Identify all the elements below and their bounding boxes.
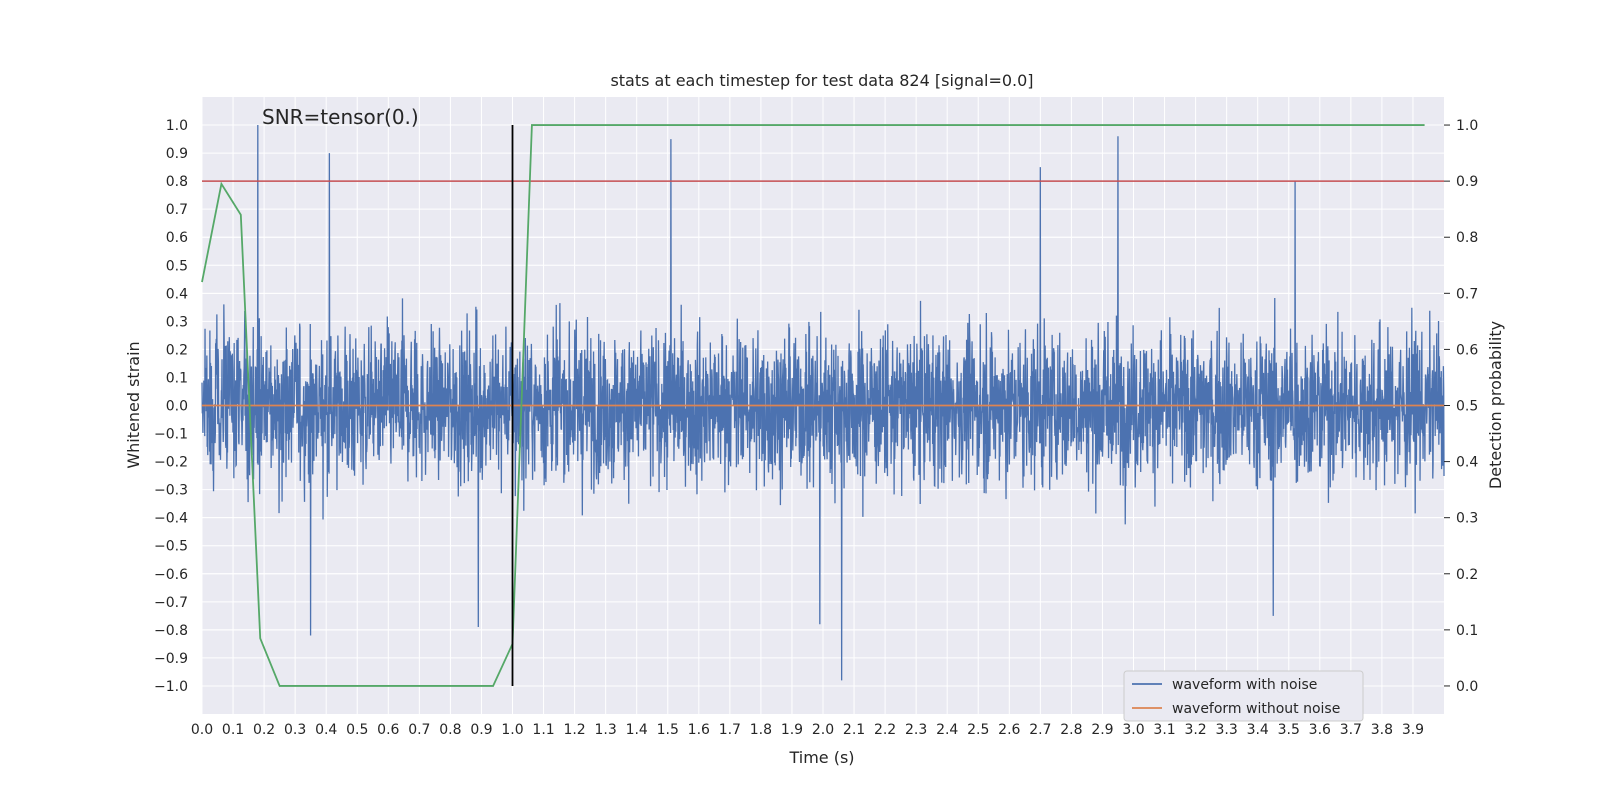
x-tick-label: 1.3 (595, 722, 617, 738)
x-tick-label: 3.5 (1278, 722, 1300, 738)
y-tick-label: 0.5 (166, 258, 188, 274)
y2-axis-label: Detection probability (1486, 321, 1505, 489)
chart-title: stats at each timestep for test data 824… (610, 71, 1033, 90)
y-tick-label: 1.0 (166, 118, 188, 134)
y2-tick-label: 1.0 (1456, 118, 1478, 134)
y-tick-label: −0.2 (154, 455, 188, 471)
x-tick-label: 2.6 (998, 722, 1020, 738)
x-tick-label: 1.2 (563, 722, 585, 738)
y2-tick-label: 0.7 (1456, 286, 1478, 302)
y2-tick-labels: 0.0 0.1 0.2 0.3 0.4 0.5 0.6 0.7 0.8 0.9 1.0 (1444, 118, 1478, 695)
y-tick-label: 0.6 (166, 230, 188, 246)
series-waveform-with-noise (201, 125, 1445, 681)
x-tick-label: 0.5 (346, 722, 368, 738)
x-tick-label: 0.6 (377, 722, 399, 738)
y2-tick-label: 0.0 (1456, 679, 1478, 695)
x-tick-label: 0.9 (470, 722, 492, 738)
x-tick-label: 0.2 (253, 722, 275, 738)
y-tick-label: −0.1 (154, 427, 188, 443)
x-tick-label: 2.8 (1060, 722, 1082, 738)
y2-tick-label: 0.4 (1456, 455, 1478, 471)
y2-tick-label: 0.6 (1456, 342, 1478, 358)
y-tick-label: 0.3 (166, 314, 188, 330)
x-tick-label: 1.7 (719, 722, 741, 738)
legend-label-clean: waveform without noise (1172, 701, 1340, 717)
x-tick-label: 1.9 (781, 722, 803, 738)
y-tick-label: −0.3 (154, 483, 188, 499)
x-tick-label: 1.8 (750, 722, 772, 738)
x-tick-label: 0.8 (439, 722, 461, 738)
y2-tick-label: 0.2 (1456, 567, 1478, 583)
x-tick-label: 2.0 (812, 722, 834, 738)
x-tick-label: 2.4 (936, 722, 958, 738)
x-tick-label: 3.1 (1153, 722, 1175, 738)
x-tick-label: 3.9 (1402, 722, 1424, 738)
y2-tick-label: 0.9 (1456, 174, 1478, 190)
x-tick-labels: 0.0 0.1 0.2 0.3 0.4 0.5 0.6 0.7 0.8 0.9 1.0 1.1 1.2 1… (191, 722, 1424, 738)
x-tick-label: 1.5 (657, 722, 679, 738)
y-tick-label: −0.9 (154, 651, 188, 667)
x-tick-label: 1.0 (501, 722, 523, 738)
y2-tick-label: 0.1 (1456, 623, 1478, 639)
y-tick-label: −0.7 (154, 595, 188, 611)
x-tick-label: 3.3 (1216, 722, 1238, 738)
x-tick-label: 3.2 (1184, 722, 1206, 738)
y-tick-labels: −1.0 −0.9 −0.8 −0.7 −0.6 −0.5 −0.4 −0.3 −0.2 −0.1… (154, 118, 188, 695)
x-tick-label: 0.3 (284, 722, 306, 738)
x-tick-label: 2.9 (1091, 722, 1113, 738)
legend-label-noise: waveform with noise (1172, 677, 1317, 693)
y2-tick-label: 0.8 (1456, 230, 1478, 246)
x-tick-label: 3.8 (1371, 722, 1393, 738)
x-tick-label: 2.3 (905, 722, 927, 738)
y-tick-label: −0.8 (154, 623, 188, 639)
y2-tick-label: 0.5 (1456, 399, 1478, 415)
y-tick-label: −1.0 (154, 679, 188, 695)
y-tick-label: 0.7 (166, 202, 188, 218)
legend-box (1123, 670, 1364, 722)
snr-annotation: SNR=tensor(0.) (262, 105, 419, 129)
x-tick-label: 1.4 (626, 722, 648, 738)
y-tick-label: −0.5 (154, 539, 188, 555)
x-tick-label: 0.7 (408, 722, 430, 738)
x-tick-label: 3.0 (1122, 722, 1144, 738)
y2-tick-label: 0.3 (1456, 511, 1478, 527)
x-tick-label: 3.4 (1247, 722, 1269, 738)
y-tick-label: 0.2 (166, 342, 188, 358)
x-tick-label: 1.1 (532, 722, 554, 738)
x-tick-label: 0.1 (222, 722, 244, 738)
y-tick-label: 0.9 (166, 146, 188, 162)
x-tick-label: 3.7 (1340, 722, 1362, 738)
x-tick-label: 1.6 (688, 722, 710, 738)
x-tick-label: 0.0 (191, 722, 213, 738)
x-tick-label: 2.5 (967, 722, 989, 738)
x-tick-label: 2.7 (1029, 722, 1051, 738)
y-tick-label: −0.6 (154, 567, 188, 583)
series-detection-probability (201, 124, 1425, 687)
x-tick-label: 2.2 (874, 722, 896, 738)
y-tick-label: 0.1 (166, 370, 188, 386)
y-tick-label: −0.4 (154, 511, 188, 527)
x-axis-label: Time (s) (788, 748, 854, 767)
y-tick-label: 0.8 (166, 174, 188, 190)
series-layer (201, 124, 1445, 687)
x-tick-label: 3.6 (1309, 722, 1331, 738)
y-axis-label: Whitened strain (124, 341, 143, 468)
y-tick-label: 0.4 (166, 286, 188, 302)
x-tick-label: 0.4 (315, 722, 337, 738)
y-tick-label: 0.0 (166, 399, 188, 415)
x-tick-label: 2.1 (843, 722, 865, 738)
legend: waveform with noise waveform without noi… (1123, 670, 1364, 722)
